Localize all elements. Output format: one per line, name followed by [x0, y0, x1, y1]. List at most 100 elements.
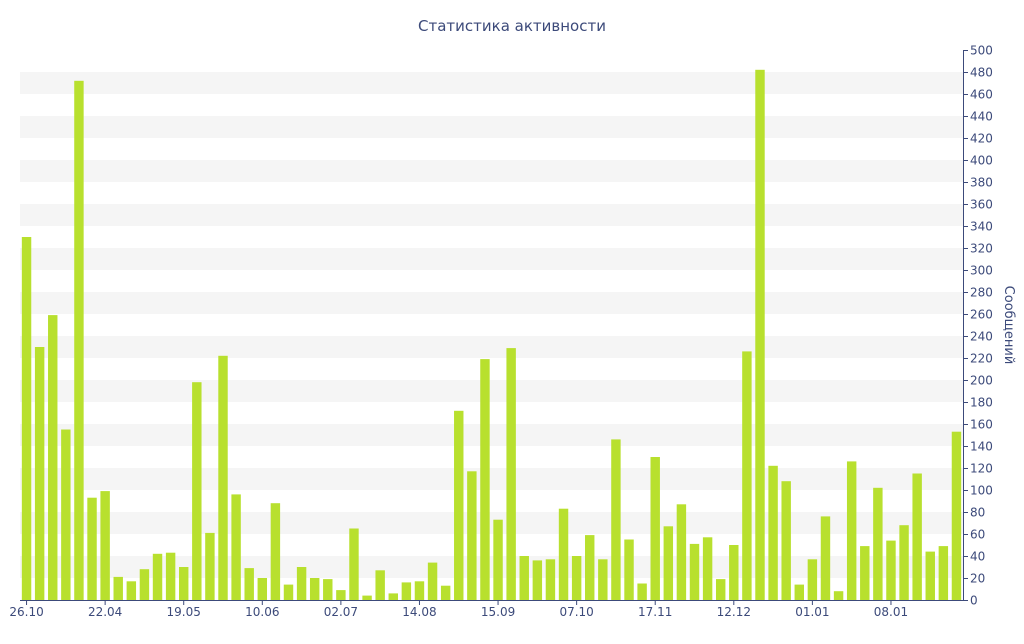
- y-tick-label: 100: [970, 484, 993, 498]
- bar-64: [860, 546, 870, 600]
- bar-43: [585, 535, 595, 600]
- bar-67: [899, 525, 909, 600]
- x-tick-label: 22.04: [88, 605, 122, 619]
- x-tick-label: 08.01: [874, 605, 908, 619]
- bar-31: [427, 562, 438, 600]
- bar-70: [938, 546, 949, 600]
- bar-71: [951, 431, 962, 600]
- bar-12: [179, 567, 189, 600]
- bar-33: [454, 410, 464, 600]
- y-tick-label: 120: [970, 462, 993, 476]
- grid-bands: [20, 72, 963, 578]
- bar-23: [323, 579, 333, 600]
- bar-45: [611, 439, 621, 600]
- y-tick-label: 0: [970, 594, 978, 608]
- y-tick-label: 360: [970, 198, 993, 212]
- grid-band: [20, 380, 963, 402]
- y-tick-label: 480: [970, 66, 993, 80]
- grid-band: [20, 160, 963, 182]
- bar-22: [309, 578, 320, 600]
- bar-4: [74, 80, 84, 601]
- bar-68: [912, 473, 922, 600]
- bar-54: [729, 545, 739, 600]
- bar-56: [755, 69, 765, 601]
- x-tick-label: 19.05: [167, 605, 201, 619]
- y-tick-label: 420: [970, 132, 993, 146]
- y-tick-label: 180: [970, 396, 993, 410]
- bar-10: [152, 553, 163, 600]
- bar-series: [21, 69, 962, 601]
- bar-60: [807, 559, 818, 600]
- bar-14: [205, 532, 215, 600]
- y-axis-label: Сообщений: [1001, 286, 1016, 365]
- bar-17: [244, 568, 254, 600]
- y-tick-label: 320: [970, 242, 993, 256]
- bar-44: [598, 559, 608, 600]
- bar-9: [139, 569, 150, 600]
- x-tick-label: 15.09: [481, 605, 515, 619]
- y-tick-label: 400: [970, 154, 993, 168]
- bar-47: [637, 583, 647, 600]
- x-tick-label: 12.12: [717, 605, 751, 619]
- grid-band: [20, 204, 963, 226]
- grid-band: [20, 468, 963, 490]
- y-tick-label: 500: [970, 44, 993, 58]
- y-tick-label: 380: [970, 176, 993, 190]
- bar-42: [571, 556, 582, 600]
- bar-51: [689, 543, 700, 600]
- bar-8: [126, 581, 137, 600]
- grid-band: [20, 424, 963, 446]
- chart-title: Статистика активности: [418, 17, 606, 35]
- bar-21: [296, 567, 307, 600]
- bar-59: [794, 584, 804, 600]
- grid-band: [20, 292, 963, 314]
- y-axis: 0 20 40 60 80 100 120 140 160 180 200 220 240 260 280 3…: [963, 44, 993, 608]
- bar-40: [545, 559, 556, 600]
- x-axis: 26.10 22.04 19.05 10.06 02.07 14.08 15.09 07.10…: [9, 600, 963, 619]
- bar-27: [375, 570, 385, 600]
- bar-19: [270, 503, 281, 600]
- bar-0: [21, 237, 32, 600]
- y-tick-label: 160: [970, 418, 993, 432]
- bar-7: [113, 576, 123, 600]
- bar-16: [231, 494, 241, 600]
- bar-53: [715, 579, 726, 600]
- y-tick-label: 280: [970, 286, 993, 300]
- bar-34: [467, 471, 477, 600]
- grid-band: [20, 72, 963, 94]
- grid-band: [20, 116, 963, 138]
- bar-50: [676, 504, 687, 600]
- x-tick-label: 14.08: [402, 605, 436, 619]
- grid-band: [20, 556, 963, 578]
- bar-63: [846, 461, 857, 600]
- y-tick-label: 300: [970, 264, 993, 278]
- bar-18: [257, 578, 268, 600]
- y-tick-label: 240: [970, 330, 993, 344]
- y-tick-label: 140: [970, 440, 993, 454]
- bar-3: [61, 429, 71, 600]
- bar-36: [493, 519, 503, 600]
- bar-69: [925, 551, 935, 600]
- grid-band: [20, 248, 963, 270]
- bar-11: [165, 552, 176, 600]
- y-tick-label: 20: [970, 572, 985, 586]
- bar-35: [480, 359, 490, 600]
- x-tick-label: 01.01: [795, 605, 829, 619]
- bar-25: [349, 528, 359, 600]
- bar-6: [100, 491, 110, 600]
- y-tick-label: 60: [970, 528, 985, 542]
- y-tick-label: 40: [970, 550, 985, 564]
- y-tick-label: 260: [970, 308, 993, 322]
- y-tick-label: 200: [970, 374, 993, 388]
- bar-30: [414, 581, 425, 600]
- bar-57: [768, 465, 778, 600]
- bar-46: [624, 539, 634, 600]
- bar-2: [48, 315, 58, 600]
- bar-48: [650, 457, 660, 600]
- bar-62: [833, 591, 844, 600]
- bar-37: [506, 348, 516, 600]
- bar-32: [440, 585, 451, 600]
- y-tick-label: 220: [970, 352, 993, 366]
